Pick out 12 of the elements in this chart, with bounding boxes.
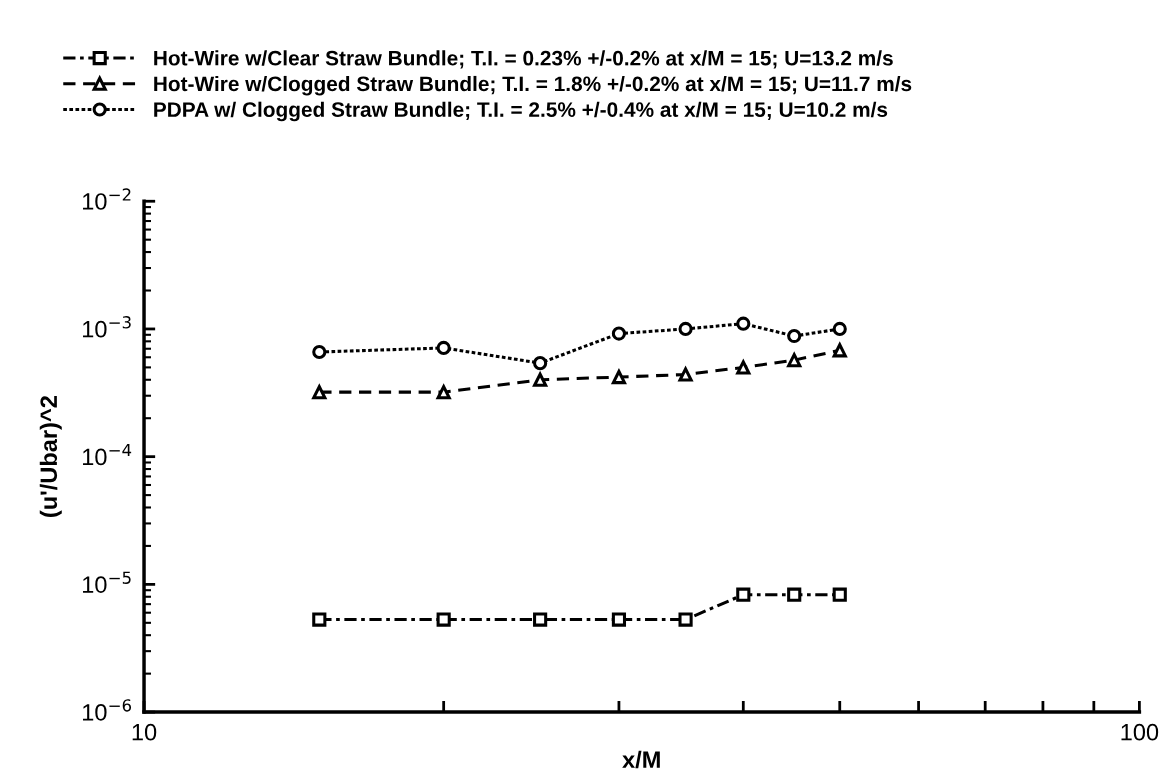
y-tick-label: 10$^{−3}$: [83, 316, 131, 338]
x-axis-title: x/M: [622, 750, 660, 769]
legend-label: PDPA w/ Clogged Straw Bundle; T.I. = 2.5% +/-0.4% at x/M = 15; U=10.2 m/s: [154, 101, 888, 122]
x-tick-label: 100: [1121, 723, 1159, 741]
legend-label: Hot-Wire w/Clear Straw Bundle; T.I. = 0.23% +/-0.2% at x/M = 15; U=13.2 m/s: [154, 50, 893, 69]
y-tick-label: 10$^{−5}$: [83, 571, 131, 593]
y-tick-label: 10$^{−2}$: [83, 188, 131, 210]
legend-label: Hot-Wire w/Clogged Straw Bundle; T.I. = 1.8% +/-0.2% at x/M = 15; U=11.7 m/s: [154, 75, 912, 96]
y-tick-label: 10$^{−4}$: [83, 443, 132, 466]
y-axis-title: (u'/Ubar)^2: [39, 396, 62, 517]
y-tick-label: 10$^{−6}$: [83, 699, 132, 721]
x-tick-label: 10: [132, 723, 157, 741]
